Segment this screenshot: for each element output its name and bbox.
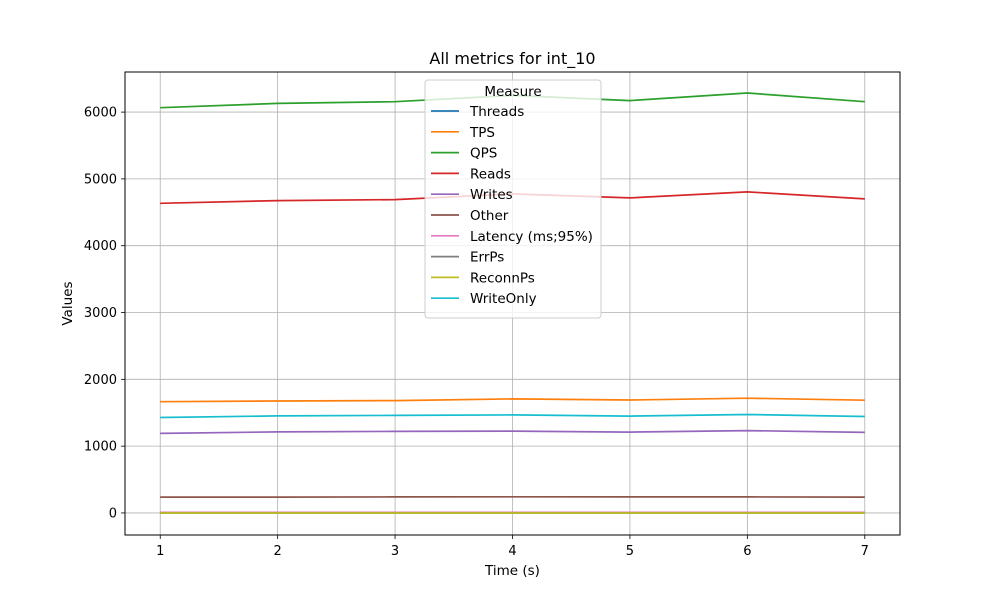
chart-title: All metrics for int_10 xyxy=(429,49,595,69)
legend-label: TPS xyxy=(469,125,495,141)
legend-label: QPS xyxy=(470,146,497,162)
series-line-writeonly xyxy=(160,413,865,419)
x-tick-label: 4 xyxy=(508,544,516,559)
legend-items: Threads TPS QPS Reads Writes Other Latency (ms… xyxy=(431,104,593,307)
legend-label: ReconnPs xyxy=(470,270,535,286)
y-tick-label: 4000 xyxy=(84,239,117,254)
y-tick-label: 5000 xyxy=(84,172,117,187)
x-tick-label: 2 xyxy=(274,544,282,559)
y-tick-label: 3000 xyxy=(84,306,117,321)
legend-label: Writes xyxy=(470,187,513,203)
legend: Measure Threads TPS QPS Reads Writes Other Lat… xyxy=(424,79,602,319)
series-line-writes xyxy=(160,429,865,435)
legend-label: Threads xyxy=(469,104,524,120)
legend-label: Reads xyxy=(470,166,511,182)
legend-box xyxy=(424,79,602,319)
legend-label: Latency (ms;95%) xyxy=(470,229,593,245)
x-tick-label: 6 xyxy=(743,544,751,559)
legend-label: WriteOnly xyxy=(470,291,537,307)
x-tick-label: 5 xyxy=(626,544,634,559)
y-tick-label: 1000 xyxy=(84,440,117,455)
x-tick-label: 3 xyxy=(391,544,399,559)
y-tick-label: 6000 xyxy=(84,106,117,121)
axis-ticks: 1 2 3 4 5 6 7 0 1000 2000 3000 4000 5000 6000 xyxy=(84,106,869,559)
x-tick-label: 7 xyxy=(861,544,869,559)
y-tick-label: 0 xyxy=(109,506,117,521)
legend-label: Other xyxy=(470,208,509,224)
series-line-tps xyxy=(160,397,865,403)
x-tick-label: 1 xyxy=(156,544,164,559)
y-tick-label: 2000 xyxy=(84,373,117,388)
x-axis-label: Time (s) xyxy=(484,563,540,579)
y-axis-label: Values xyxy=(60,281,76,325)
legend-title: Measure xyxy=(484,84,541,100)
legend-label: ErrPs xyxy=(470,250,504,266)
